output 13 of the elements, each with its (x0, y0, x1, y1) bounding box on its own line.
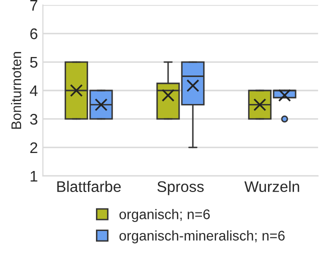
y-tick-label: 1 (30, 170, 38, 182)
legend-label: organisch; n=6 (119, 209, 210, 222)
y-tick-label: 4 (30, 86, 38, 96)
y-tick-label: 5 (30, 57, 38, 68)
y-tick-label: 7 (30, 0, 38, 11)
x-tick-label: Spross (157, 181, 204, 196)
legend-label: organisch-mineralisch; n=6 (119, 230, 285, 244)
y-tick-label: 2 (30, 142, 38, 154)
x-tick-label: Wurzeln (244, 180, 300, 192)
y-axis-title: Boniturnoten (11, 52, 22, 129)
x-tick-label: Blattfarbe (57, 180, 121, 192)
y-tick-label: 6 (30, 28, 38, 40)
y-tick-label: 3 (30, 114, 38, 125)
